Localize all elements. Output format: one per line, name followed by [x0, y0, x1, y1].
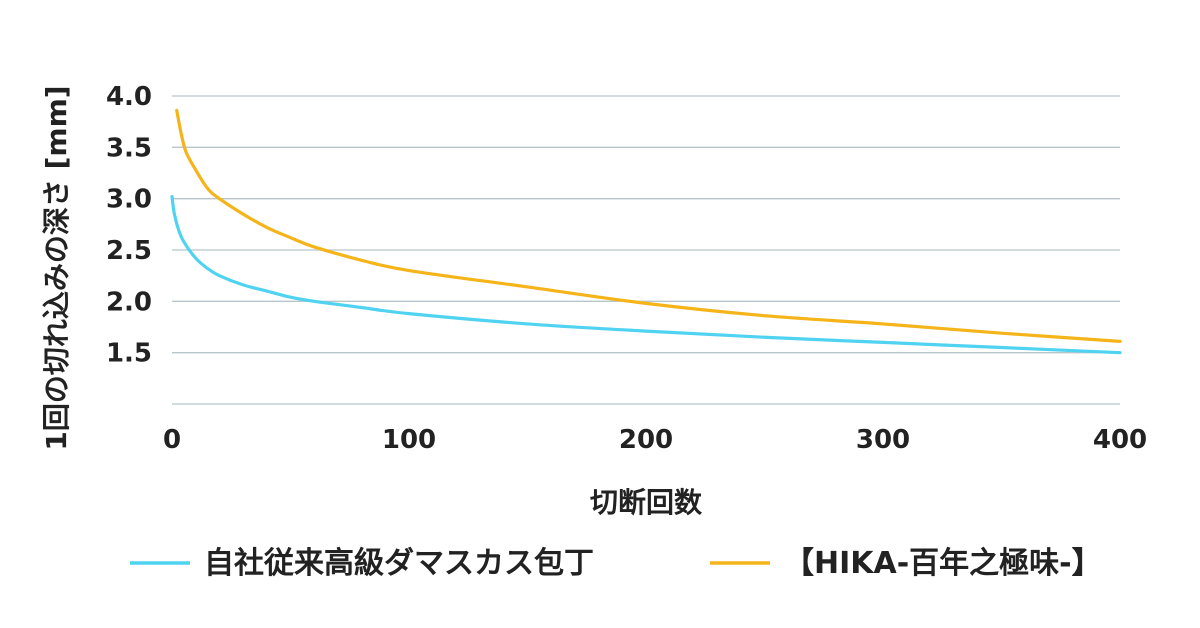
x-tick-label: 0 [163, 425, 181, 455]
y-tick-label: 3.5 [106, 133, 152, 163]
x-tick-label: 100 [382, 425, 436, 455]
series-line-1 [175, 108, 1122, 343]
x-axis-title: 切断回数 [590, 486, 703, 519]
series-line-0 [170, 195, 1122, 355]
y-tick-label: 4.0 [106, 82, 152, 112]
legend-label-0: 自社従来高級ダマスカス包丁 [204, 546, 594, 581]
y-axis-title: 1回の切れ込みの深さ [mm] [40, 85, 73, 450]
y-tick-label: 3.0 [106, 185, 152, 215]
x-tick-label: 400 [1093, 425, 1147, 455]
legend-label-1: 【HIKA-百年之極味-】 [784, 546, 1102, 581]
y-tick-label: 1.5 [106, 339, 152, 369]
y-tick-label: 2.5 [106, 236, 152, 266]
y-tick-label: 2.0 [106, 287, 152, 317]
x-tick-label: 300 [856, 425, 910, 455]
x-tick-label: 200 [619, 425, 673, 455]
